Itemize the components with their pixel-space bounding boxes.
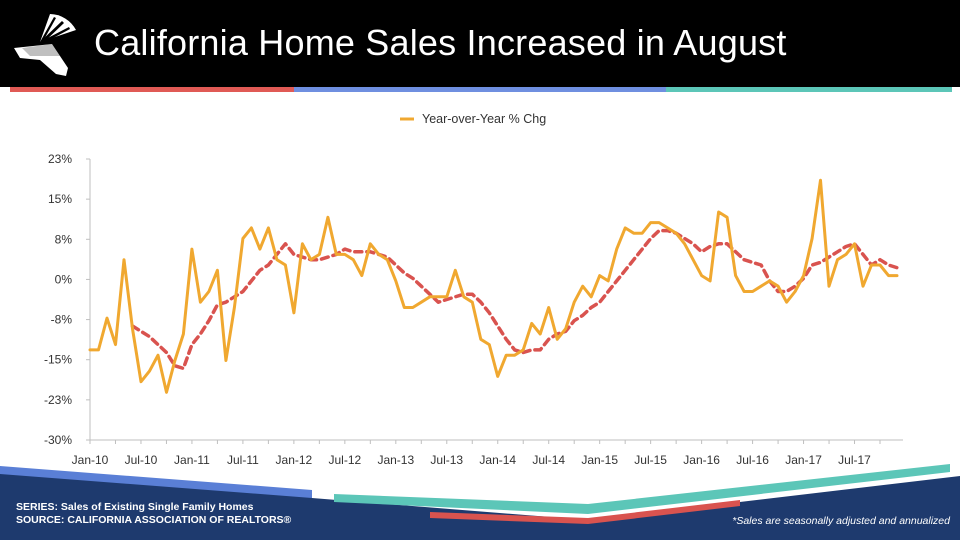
x-tick-label: Jan-12	[276, 453, 313, 467]
y-tick-label: 23%	[48, 152, 72, 166]
header-stripe-teal	[666, 87, 952, 92]
x-tick-label: Jul-17	[838, 453, 871, 467]
series-label: SERIES: Sales of Existing Single Family …	[16, 501, 254, 513]
y-tick-label: -23%	[44, 393, 72, 407]
x-tick-label: Jul-15	[634, 453, 667, 467]
x-tick-label: Jul-11	[227, 453, 259, 467]
page-title: California Home Sales Increased in Augus…	[94, 22, 787, 63]
series-line-yoy-change	[88, 178, 899, 394]
header-stripe-red	[10, 87, 294, 92]
y-tick-label: -15%	[44, 353, 72, 367]
x-tick-label: Jul-10	[125, 453, 158, 467]
x-tick-label: Jul-13	[430, 453, 463, 467]
x-tick-label: Jan-14	[479, 453, 516, 467]
legend-label: Year-over-Year % Chg	[422, 112, 546, 126]
x-tick-label: Jan-16	[683, 453, 720, 467]
y-tick-label: -8%	[51, 313, 73, 327]
x-tick-label: Jan-15	[581, 453, 618, 467]
x-tick-label: Jan-13	[377, 453, 414, 467]
x-tick-label: Jan-11	[174, 453, 210, 467]
series-line-moving-average	[130, 228, 899, 371]
source-label: SOURCE: CALIFORNIA ASSOCIATION OF REALTO…	[16, 514, 292, 526]
header-stripe-blue	[294, 87, 666, 92]
y-tick-label: -30%	[44, 433, 72, 447]
x-tick-label: Jul-16	[736, 453, 769, 467]
header-bar: California Home Sales Increased in Augus…	[0, 0, 960, 87]
source-info: SERIES: Sales of Existing Single Family …	[16, 501, 291, 527]
y-tick-label: 15%	[48, 192, 72, 206]
california-logo-icon	[14, 14, 76, 76]
x-tick-label: Jan-10	[72, 453, 109, 467]
footer-decoration	[0, 464, 960, 540]
y-tick-label: 0%	[55, 272, 73, 286]
footnote: *Sales are seasonally adjusted and annua…	[732, 515, 950, 527]
x-tick-label: Jul-12	[328, 453, 361, 467]
x-tick-label: Jul-14	[532, 453, 565, 467]
x-tick-label: Jan-17	[785, 453, 822, 467]
line-chart: 23% 15% 8% 0% -8% -15% -23% -30%Jan-10 Jul-10 Jan…	[44, 112, 903, 467]
y-tick-label: 8%	[55, 232, 73, 246]
